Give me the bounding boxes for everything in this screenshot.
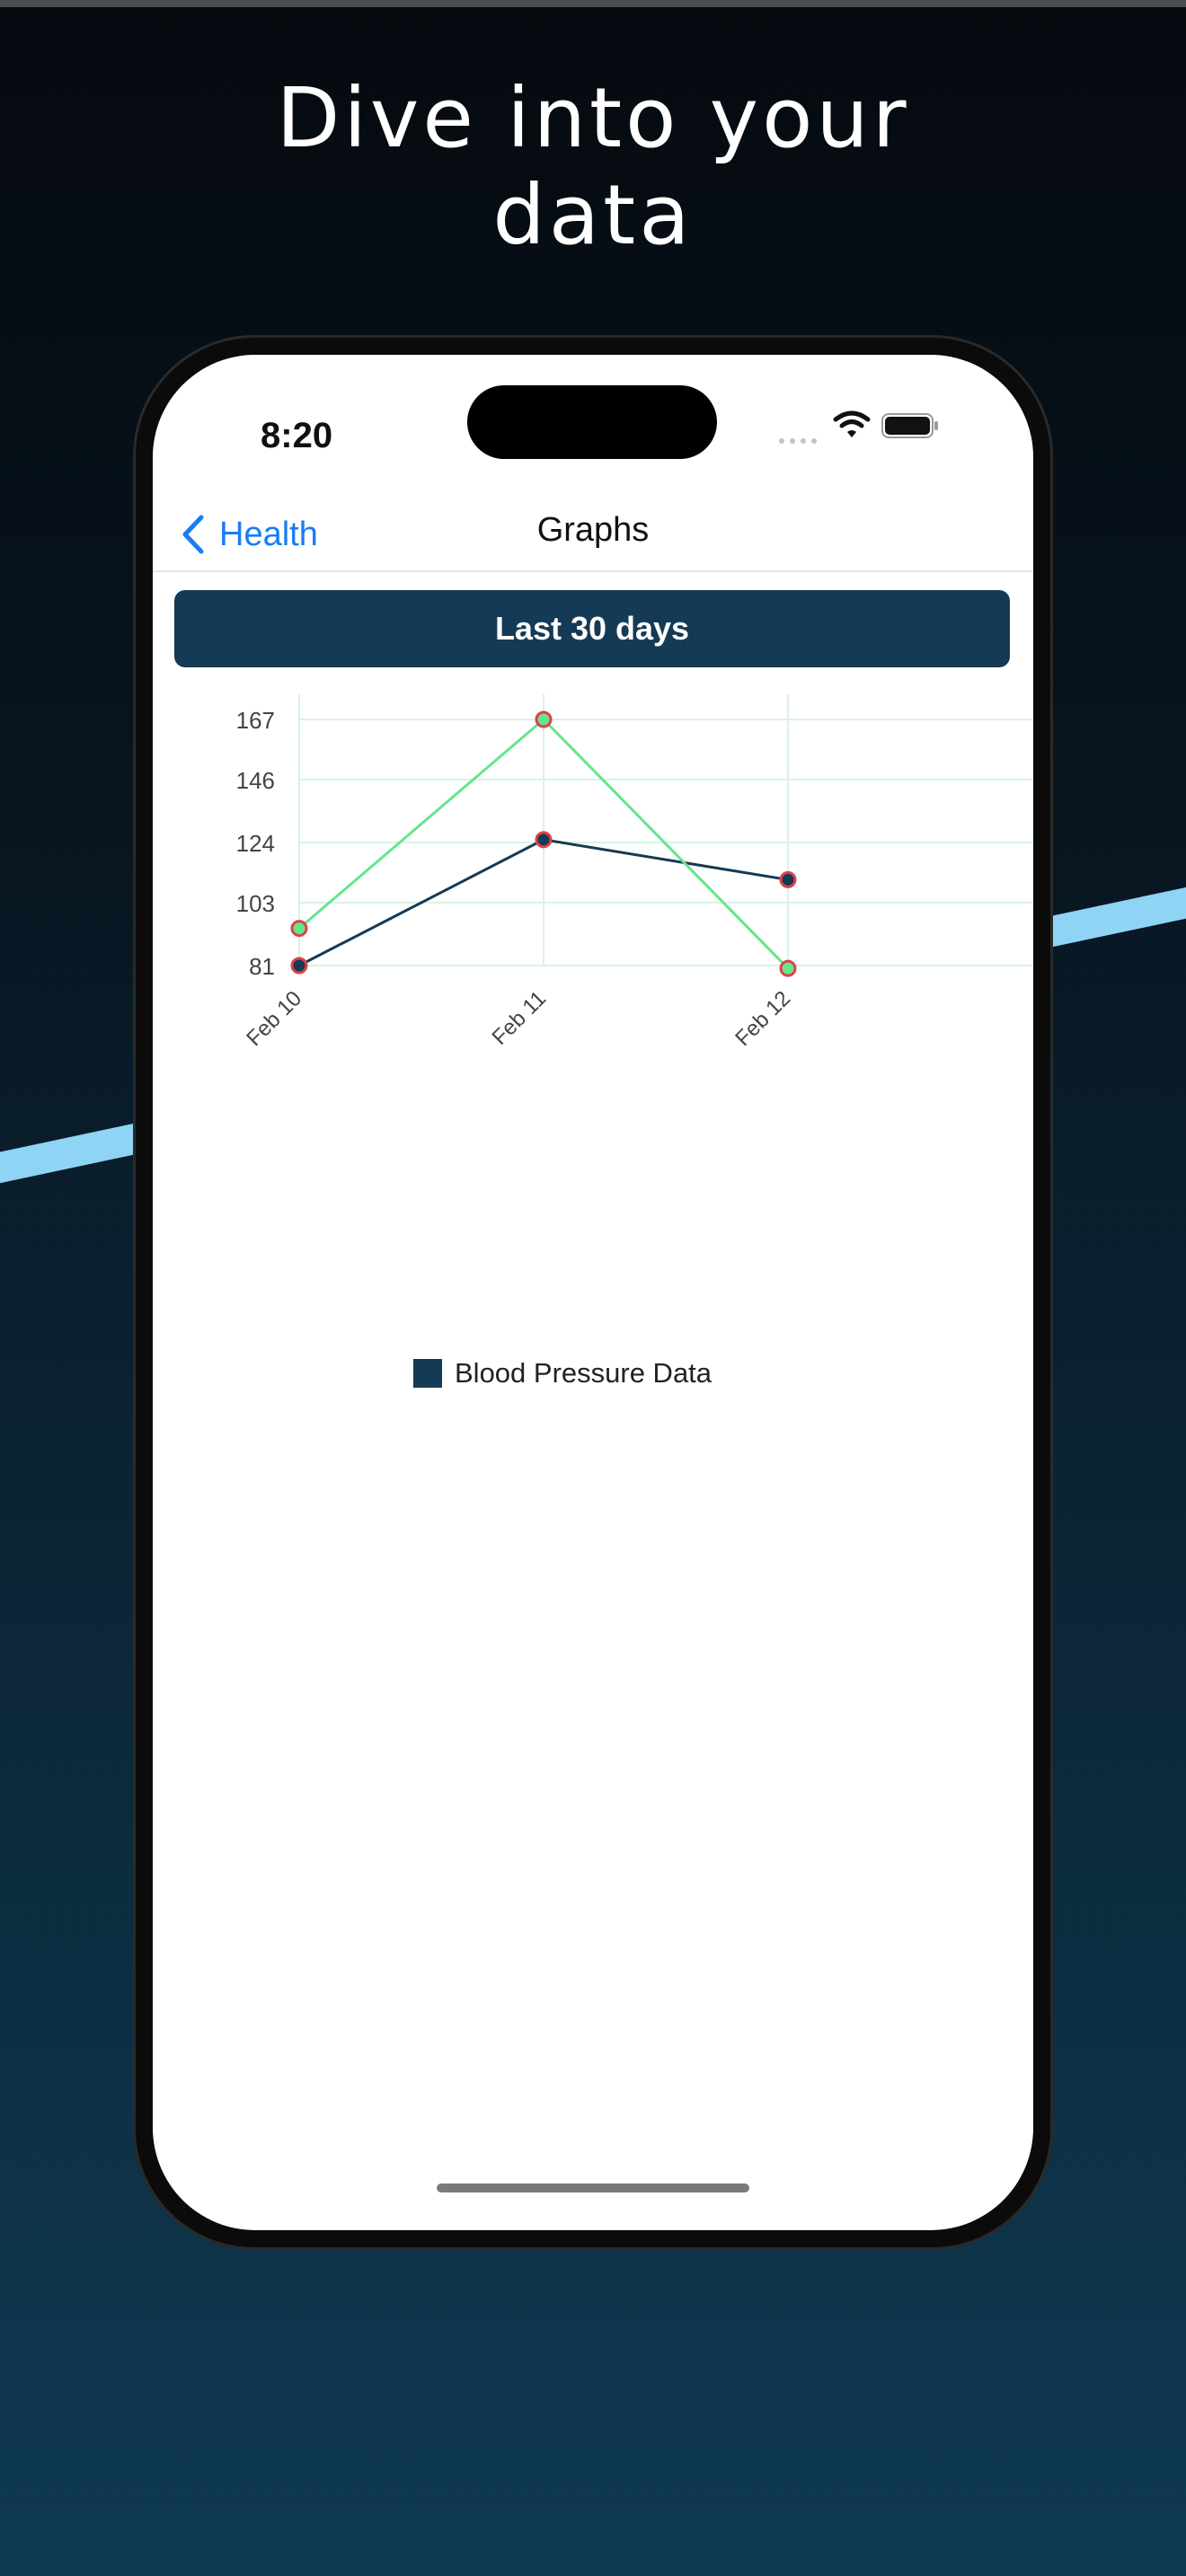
blood-pressure-chart: 167 146 124 103 81 Feb 10 Feb 11 Feb 12 [236,694,1033,1051]
data-point [290,957,308,975]
data-point [779,870,797,888]
back-button-label: Health [219,515,318,553]
top-border [0,0,1186,7]
chevron-left-icon [182,515,204,554]
wifi-icon [833,410,871,437]
y-tick-label: 81 [249,953,275,980]
x-tick-label: Feb 11 [488,986,552,1050]
headline-line-2: data [492,167,694,263]
data-point [535,831,553,849]
page-title: Graphs [536,511,650,549]
y-tick-label: 124 [236,830,275,857]
legend-label: Blood Pressure Data [455,1357,712,1389]
y-tick-label: 146 [236,767,275,794]
date-range-button[interactable]: Last 30 days [174,590,1010,667]
home-indicator[interactable] [437,2183,749,2192]
x-tick-label: Feb 10 [242,986,306,1051]
data-point [535,710,553,728]
back-button[interactable]: Health [180,509,318,560]
navigation-bar: Health Graphs [153,498,1033,572]
y-tick-label: 103 [236,890,275,917]
data-point [290,920,308,938]
status-time: 8:20 [261,416,333,455]
y-tick-label: 167 [236,707,275,734]
headline-line-1: Dive into your [276,70,910,166]
dynamic-island [467,385,717,459]
data-point [779,959,797,977]
phone-frame: 8:20 Health Graphs La [136,338,1050,2247]
headline: Dive into your data [0,70,1186,264]
battery-icon [881,413,938,438]
phone-screen: 8:20 Health Graphs La [153,355,1033,2230]
decorative-stripe-right [1031,877,1186,950]
chart-legend: Blood Pressure Data [413,1357,712,1389]
legend-swatch [413,1359,442,1388]
cellular-signal-icon [779,438,817,444]
x-tick-label: Feb 12 [730,986,795,1051]
